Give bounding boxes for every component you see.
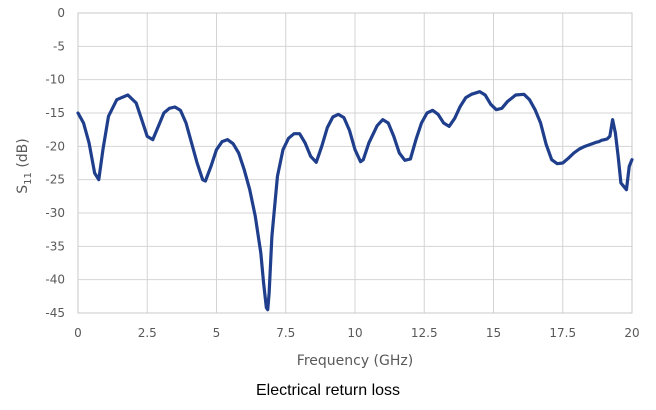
y-tick-label: -35 [45, 239, 65, 253]
y-tick-label: -25 [45, 173, 65, 187]
x-tick-label: 0 [74, 326, 82, 340]
return-loss-chart: 0 2.5 5 7.5 10 12.5 15 17.5 20 0 -5 -10 -15 -20 -25 -3… [15, 6, 640, 369]
y-axis-title-symbol: S [15, 185, 31, 194]
x-tick-label: 7.5 [276, 326, 295, 340]
y-axis-title-unit: (dB) [15, 138, 31, 172]
y-tick-label: -45 [45, 306, 65, 320]
y-tick-label: -40 [45, 273, 65, 287]
figure-caption: Electrical return loss [255, 382, 401, 399]
x-tick-label: 17.5 [549, 326, 576, 340]
x-tick-label: 20 [624, 326, 639, 340]
y-tick-label: -30 [45, 206, 65, 220]
y-tick-label: -20 [45, 139, 65, 153]
x-axis-title: Frequency (GHz) [297, 353, 413, 369]
y-tick-label: -15 [45, 106, 65, 120]
x-tick-label: 15 [486, 326, 501, 340]
x-axis-tick-labels: 0 2.5 5 7.5 10 12.5 15 17.5 20 [74, 326, 639, 340]
x-tick-label: 12.5 [411, 326, 438, 340]
y-axis-title: S11 (dB) [15, 138, 34, 194]
x-tick-label: 10 [347, 326, 362, 340]
y-tick-label: -5 [53, 39, 65, 53]
y-axis-title-subscript: 11 [23, 172, 34, 185]
y-tick-label: -10 [45, 73, 65, 87]
x-tick-label: 5 [213, 326, 221, 340]
x-tick-label: 2.5 [138, 326, 157, 340]
vertical-gridlines [77, 13, 633, 313]
s11-series-line [76, 90, 634, 312]
y-tick-label: 0 [57, 6, 65, 20]
y-axis-tick-labels: 0 -5 -10 -15 -20 -25 -30 -35 -40 -45 [45, 6, 65, 320]
